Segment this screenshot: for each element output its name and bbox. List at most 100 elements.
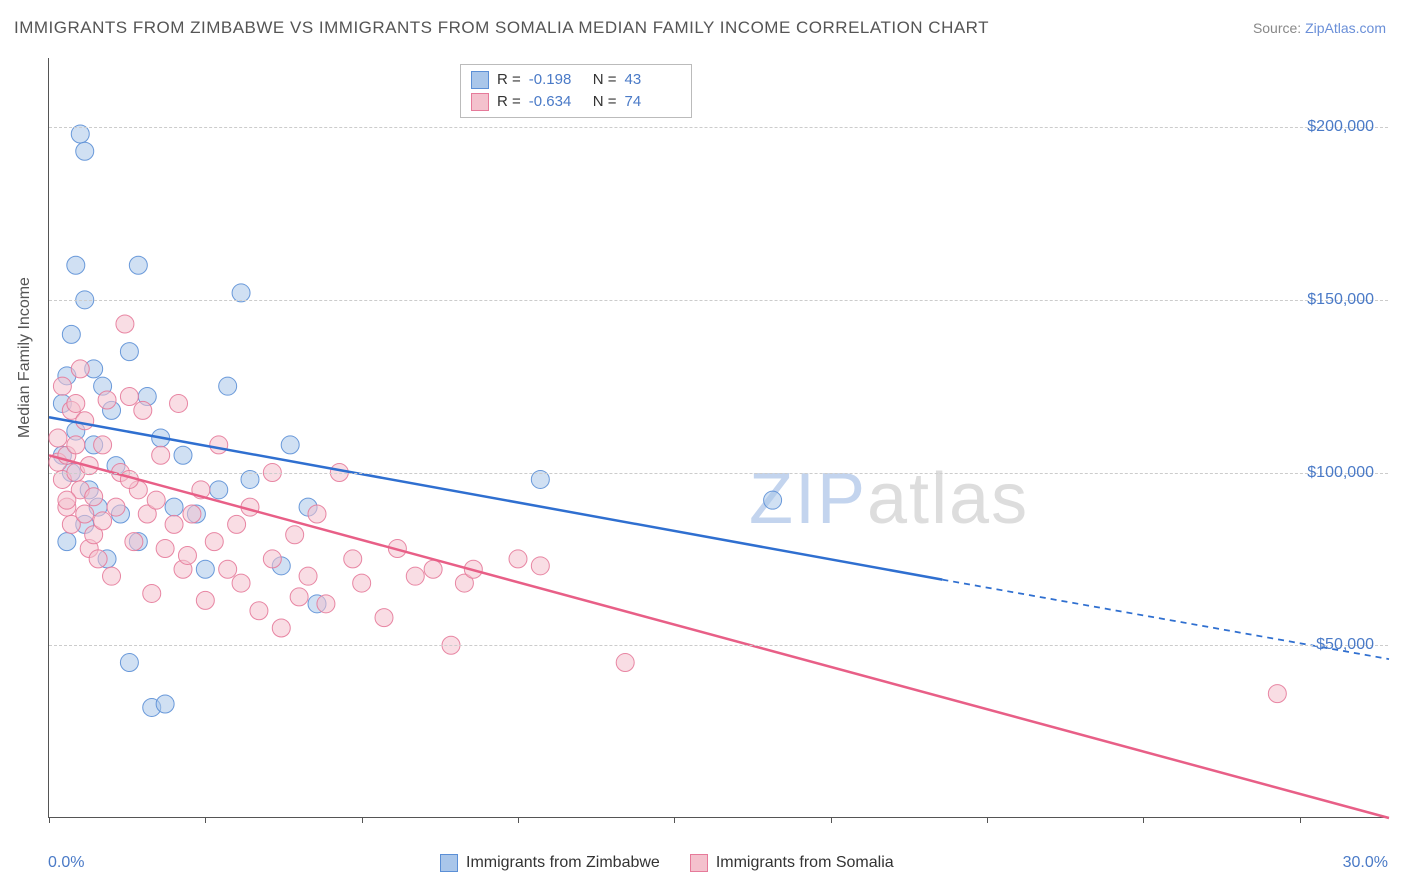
- data-point: [107, 498, 125, 516]
- data-point: [120, 388, 138, 406]
- data-point: [125, 533, 143, 551]
- source-link[interactable]: ZipAtlas.com: [1305, 20, 1386, 36]
- gridline: [49, 645, 1388, 646]
- data-point: [134, 401, 152, 419]
- data-point: [165, 515, 183, 533]
- data-point: [170, 394, 188, 412]
- data-point: [58, 533, 76, 551]
- data-point: [1268, 685, 1286, 703]
- legend-swatch-zimbabwe: [440, 854, 458, 872]
- n-label: N =: [593, 69, 617, 91]
- gridline: [49, 473, 1388, 474]
- x-tick: [1143, 817, 1144, 823]
- gridline: [49, 127, 1388, 128]
- data-point: [58, 491, 76, 509]
- correlation-chart: IMMIGRANTS FROM ZIMBABWE VS IMMIGRANTS F…: [0, 0, 1406, 892]
- data-point: [85, 488, 103, 506]
- stats-legend: R = -0.198 N = 43 R = -0.634 N = 74: [460, 64, 692, 118]
- x-tick-label-end: 30.0%: [1343, 854, 1388, 872]
- chart-title: IMMIGRANTS FROM ZIMBABWE VS IMMIGRANTS F…: [14, 18, 989, 38]
- chart-svg: [49, 58, 1389, 818]
- data-point: [196, 591, 214, 609]
- data-point: [67, 436, 85, 454]
- data-point: [98, 391, 116, 409]
- gridline: [49, 300, 1388, 301]
- data-point: [299, 567, 317, 585]
- data-point: [210, 436, 228, 454]
- x-tick: [1300, 817, 1301, 823]
- data-point: [509, 550, 527, 568]
- legend-swatch-somalia: [690, 854, 708, 872]
- data-point: [94, 512, 112, 530]
- swatch-somalia: [471, 93, 489, 111]
- y-tick-label: $200,000: [1307, 118, 1374, 136]
- data-point: [120, 343, 138, 361]
- stats-row-zimbabwe: R = -0.198 N = 43: [471, 69, 681, 91]
- legend-label-zimbabwe: Immigrants from Zimbabwe: [466, 854, 660, 872]
- data-point: [281, 436, 299, 454]
- legend-label-somalia: Immigrants from Somalia: [716, 854, 894, 872]
- data-point: [183, 505, 201, 523]
- y-tick-label: $100,000: [1307, 464, 1374, 482]
- r-label: R =: [497, 69, 521, 91]
- data-point: [375, 609, 393, 627]
- data-point: [219, 560, 237, 578]
- data-point: [424, 560, 442, 578]
- data-point: [263, 550, 281, 568]
- data-point: [174, 446, 192, 464]
- data-point: [250, 602, 268, 620]
- legend-item-somalia: Immigrants from Somalia: [690, 854, 894, 872]
- n-value-zimbabwe: 43: [625, 69, 681, 91]
- x-tick: [518, 817, 519, 823]
- source-attribution: Source: ZipAtlas.com: [1253, 20, 1386, 36]
- data-point: [53, 377, 71, 395]
- data-point: [89, 550, 107, 568]
- n-label: N =: [593, 91, 617, 113]
- y-tick-label: $50,000: [1316, 636, 1374, 654]
- data-point: [232, 574, 250, 592]
- x-tick: [205, 817, 206, 823]
- stats-row-somalia: R = -0.634 N = 74: [471, 91, 681, 113]
- y-axis-label: Median Family Income: [16, 277, 34, 438]
- data-point: [196, 560, 214, 578]
- data-point: [76, 142, 94, 160]
- series-legend: Immigrants from Zimbabwe Immigrants from…: [440, 854, 894, 872]
- data-point: [116, 315, 134, 333]
- data-point: [120, 654, 138, 672]
- data-point: [290, 588, 308, 606]
- swatch-zimbabwe: [471, 71, 489, 89]
- data-point: [103, 567, 121, 585]
- data-point: [76, 505, 94, 523]
- data-point: [49, 429, 67, 447]
- source-label: Source:: [1253, 20, 1301, 36]
- data-point: [616, 654, 634, 672]
- data-point: [94, 436, 112, 454]
- data-point: [286, 526, 304, 544]
- data-point: [178, 546, 196, 564]
- data-point: [531, 557, 549, 575]
- r-value-zimbabwe: -0.198: [529, 69, 585, 91]
- n-value-somalia: 74: [625, 91, 681, 113]
- x-tick: [674, 817, 675, 823]
- data-point: [156, 695, 174, 713]
- data-point: [205, 533, 223, 551]
- x-tick: [987, 817, 988, 823]
- data-point: [62, 325, 80, 343]
- data-point: [406, 567, 424, 585]
- data-point: [764, 491, 782, 509]
- data-point: [156, 540, 174, 558]
- x-tick-label-start: 0.0%: [48, 854, 84, 872]
- data-point: [228, 515, 246, 533]
- r-label: R =: [497, 91, 521, 113]
- plot-area: ZIPatlas $50,000$100,000$150,000$200,000: [48, 58, 1388, 818]
- data-point: [76, 412, 94, 430]
- data-point: [71, 360, 89, 378]
- data-point: [165, 498, 183, 516]
- y-tick-label: $150,000: [1307, 291, 1374, 309]
- data-point: [67, 256, 85, 274]
- data-point: [344, 550, 362, 568]
- data-point: [353, 574, 371, 592]
- data-point: [272, 619, 290, 637]
- data-point: [317, 595, 335, 613]
- r-value-somalia: -0.634: [529, 91, 585, 113]
